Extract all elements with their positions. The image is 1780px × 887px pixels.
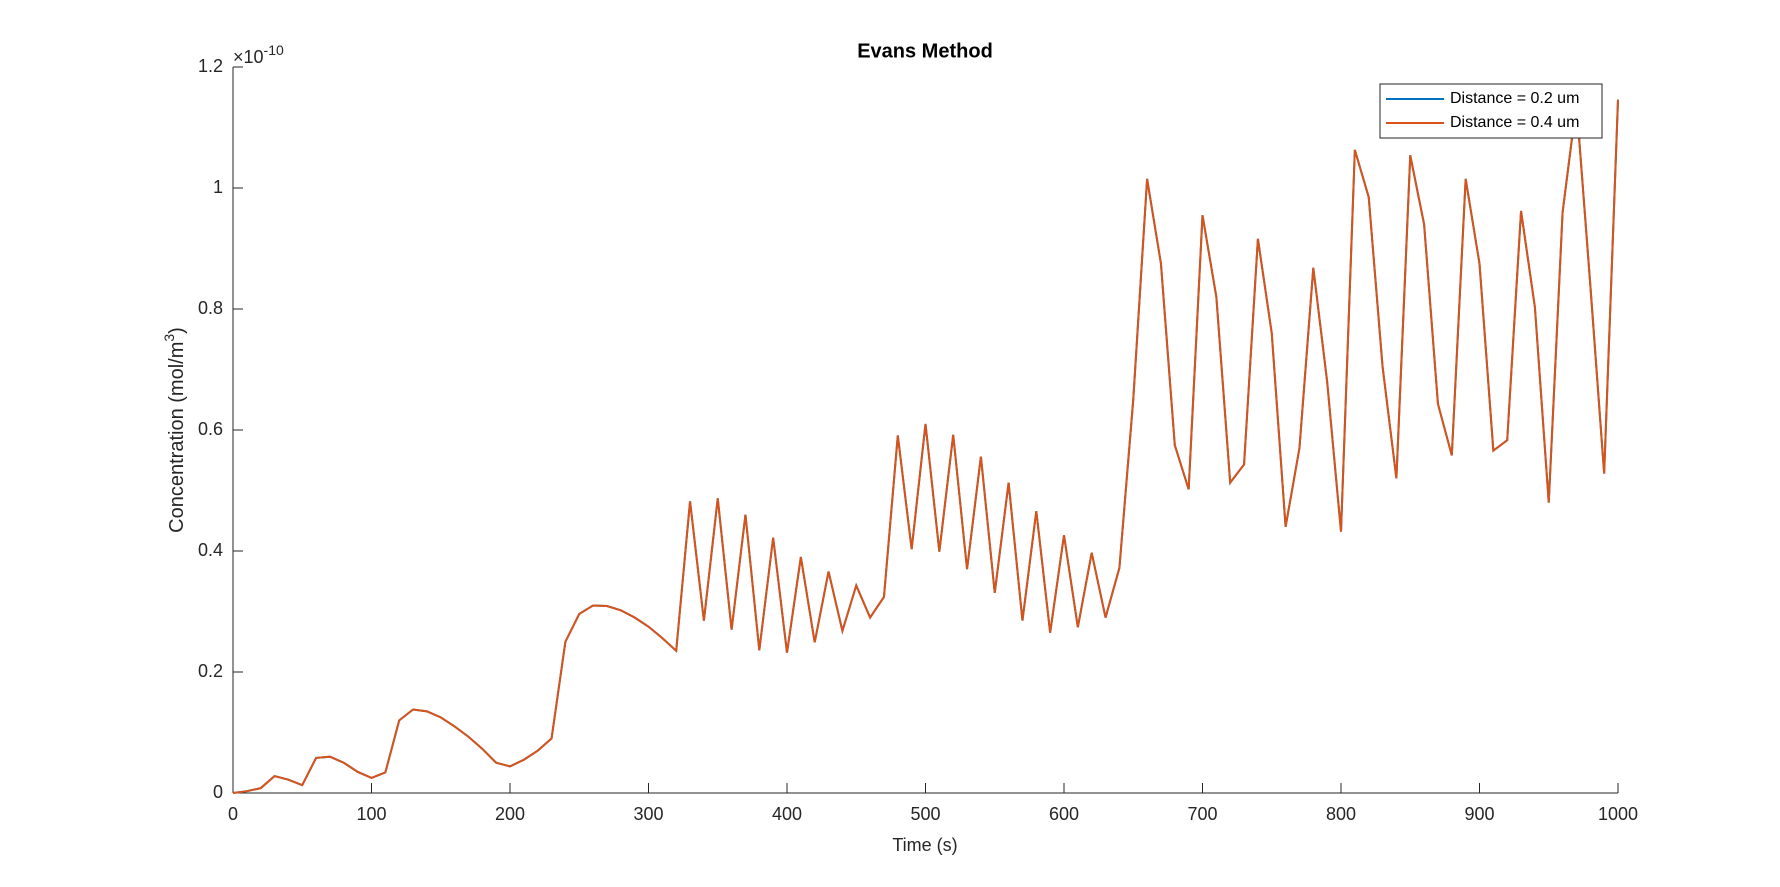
y-tick-label: 0.2 xyxy=(198,661,223,681)
y-label-end: ) xyxy=(166,327,188,334)
multiplier-base: ×10 xyxy=(233,47,264,67)
x-tick-label: 800 xyxy=(1326,804,1356,824)
series-line xyxy=(232,99,1619,794)
legend-label: Distance = 0.4 um xyxy=(1450,114,1579,131)
y-label-sup: 3 xyxy=(161,334,177,342)
x-tick-label: 700 xyxy=(1187,804,1217,824)
y-multiplier: ×10-10 xyxy=(233,42,284,67)
y-tick-label: 1.2 xyxy=(198,56,223,76)
x-tick-label: 1000 xyxy=(1598,804,1638,824)
x-tick-label: 300 xyxy=(633,804,663,824)
legend: Distance = 0.2 um Distance = 0.4 um xyxy=(1379,83,1603,139)
x-tick-label: 400 xyxy=(772,804,802,824)
x-tick-label: 100 xyxy=(356,804,386,824)
series-line xyxy=(232,99,1619,794)
y-tick-label: 0.4 xyxy=(198,540,223,560)
x-tick-label: 600 xyxy=(1049,804,1079,824)
y-tick-label: 0 xyxy=(213,782,223,802)
x-tick-label: 900 xyxy=(1464,804,1494,824)
x-tick-label: 200 xyxy=(495,804,525,824)
multiplier-exponent: -10 xyxy=(264,42,284,58)
y-tick-label: 0.8 xyxy=(198,298,223,318)
x-tick-label: 500 xyxy=(910,804,940,824)
y-tick-label: 1 xyxy=(213,177,223,197)
y-label-text: Concentration (mol/m xyxy=(166,342,188,533)
legend-box xyxy=(1379,83,1603,139)
legend-label: Distance = 0.2 um xyxy=(1450,90,1579,107)
y-axis-label: Concentration (mol/m3) xyxy=(161,327,189,533)
chart-title: Evans Method xyxy=(857,40,993,62)
x-axis-label: Time (s) xyxy=(892,835,957,855)
y-tick-label: 0.6 xyxy=(198,419,223,439)
x-tick-label: 0 xyxy=(228,804,238,824)
